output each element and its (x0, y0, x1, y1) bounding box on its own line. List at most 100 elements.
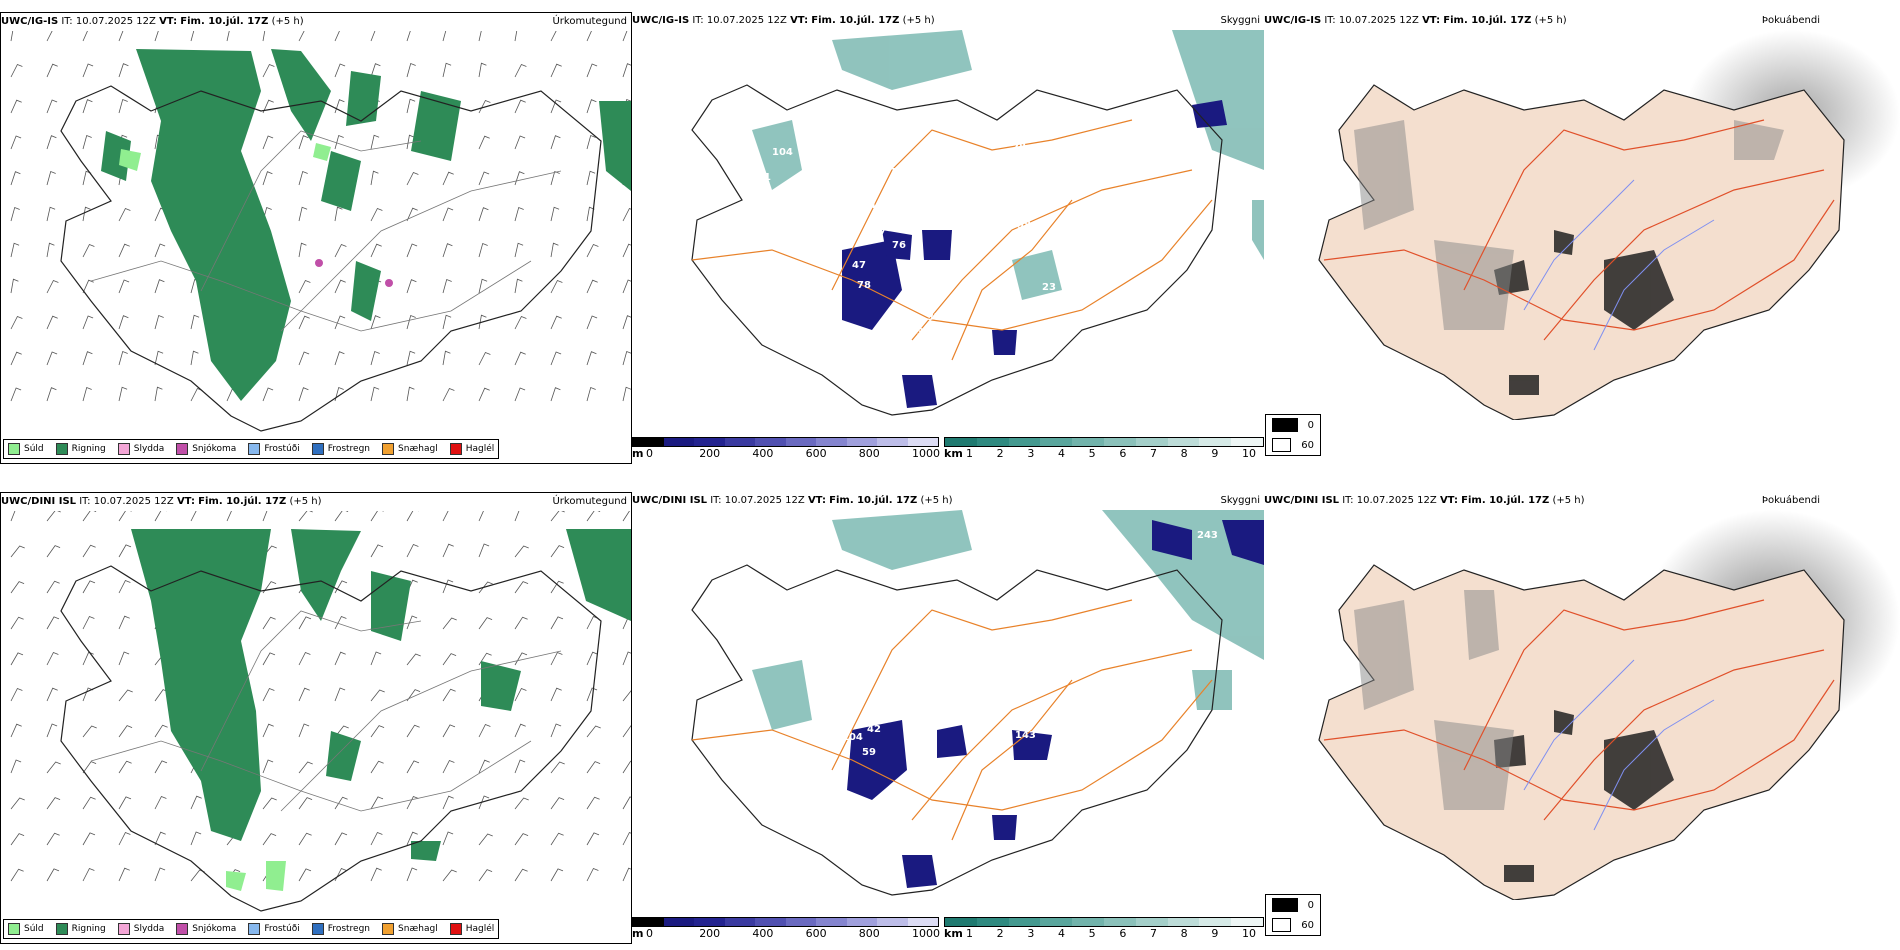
wind-barb (10, 581, 25, 594)
cloudbase-value: 48 (902, 827, 916, 838)
precip-map (10, 31, 631, 432)
wind-barb (262, 833, 277, 846)
wind-barb (550, 868, 564, 882)
wind-barb (262, 387, 274, 402)
colorbar-segment (877, 438, 908, 446)
legend-label: Rigning (71, 924, 106, 934)
wind-barb (514, 797, 529, 810)
wind-barb (190, 511, 197, 522)
model-name: UWC/IG-IS (1264, 15, 1322, 26)
wind-barb (298, 135, 309, 150)
cloudbase-value: 10 (890, 167, 904, 178)
colorbar-segment (877, 918, 908, 926)
roads (1323, 119, 1835, 341)
wind-barbs (10, 511, 631, 882)
wind-barb (478, 242, 488, 258)
wind-barb (406, 207, 418, 222)
wind-barb (370, 315, 381, 330)
wind-barb (478, 171, 490, 186)
colorbar-segment (1231, 918, 1263, 926)
cloudbase-areas (842, 100, 1227, 408)
legend-swatch (55, 923, 68, 935)
wind-barb (190, 831, 202, 846)
wind-barb (514, 315, 527, 330)
colorbar-tick: 200 (699, 447, 721, 460)
wind-barb (622, 350, 631, 366)
wind-barb (406, 543, 419, 558)
wind-barb (118, 867, 130, 882)
it-value: 10.07.2025 12Z (1356, 495, 1437, 506)
cloudbase-value: 64 (862, 200, 876, 211)
wind-barb (334, 687, 346, 702)
cloudbase-value: 41 (937, 334, 951, 345)
colorbar-segment (1008, 918, 1041, 926)
legend-swatch (8, 443, 20, 455)
fog-legend-swatch (1272, 418, 1298, 432)
wind-barb (622, 796, 631, 810)
wind-barb (478, 833, 493, 846)
wind-barb (406, 243, 418, 258)
wind-barb (586, 31, 592, 42)
wind-barb (370, 689, 385, 702)
colorbar-segment (1167, 918, 1200, 926)
it-label: IT: (692, 15, 704, 26)
colorbar-tick: 1000 (912, 447, 940, 460)
wind-barb (118, 207, 131, 222)
wind-barb (370, 207, 383, 222)
rain-areas (131, 529, 631, 861)
wind-barb (118, 760, 132, 774)
colorbar-tick: 6 (1119, 927, 1127, 940)
wind-barb (82, 351, 93, 366)
wind-barb (118, 63, 129, 78)
vt-label: VT: (790, 15, 809, 26)
fog-map (1318, 510, 1900, 900)
wind-barb (10, 687, 23, 702)
wind-barb (406, 795, 419, 810)
wind-barb (586, 725, 601, 738)
wind-barb (586, 867, 599, 882)
wind-barb (442, 653, 457, 666)
legend-label: Frostregn (327, 444, 371, 454)
precip-panel-row1: UWC/IG-IS IT: 10.07.2025 12Z VT: Fim. 10… (0, 12, 632, 464)
wind-barb (334, 134, 344, 150)
wind-barb (46, 351, 58, 366)
cloudbase-value: 58 (1017, 220, 1031, 231)
cloudbase-unit: m (632, 927, 644, 940)
colorbar-tick: 2 (996, 927, 1004, 940)
legend-label: Slydda (133, 924, 165, 934)
colorbar-tick: 1000 (912, 927, 940, 940)
wind-barb (406, 386, 415, 402)
legend-label: Haglél (465, 924, 495, 934)
vt-value: Fim. 10.júl. 17Z (1443, 15, 1532, 26)
wind-barb (118, 725, 133, 738)
colorbar-segment (1135, 438, 1168, 446)
wind-barb (370, 170, 379, 186)
wind-barb (46, 206, 56, 222)
wind-barb (82, 511, 97, 522)
wind-barb (154, 724, 168, 738)
wind-barb (622, 315, 631, 330)
wind-barb (622, 725, 631, 738)
wind-barb (406, 724, 420, 738)
wind-barb (46, 315, 58, 330)
wind-barb (586, 651, 598, 666)
fog-gray-areas (1354, 120, 1784, 330)
it-value: 10.07.2025 12Z (93, 496, 174, 507)
wind-barb (550, 651, 563, 666)
colorbar-tick: 0 (646, 927, 653, 940)
wind-barb (514, 723, 526, 738)
wind-barb (550, 170, 560, 186)
cloudbase-panel-row2: UWC/DINI ISL IT: 10.07.2025 12Z VT: Fim.… (632, 492, 1264, 944)
wind-barb (10, 723, 22, 738)
coastline (691, 564, 1223, 896)
model-name: UWC/DINI ISL (1264, 495, 1340, 506)
wind-barb (370, 63, 381, 78)
wind-barb (10, 545, 25, 558)
wind-barb (406, 511, 419, 522)
wind-barb (550, 242, 559, 258)
wind-barb (118, 386, 128, 402)
wind-barb (550, 723, 562, 738)
wind-barb (10, 206, 20, 222)
wind-barb (298, 687, 310, 702)
wind-barb (298, 761, 313, 774)
